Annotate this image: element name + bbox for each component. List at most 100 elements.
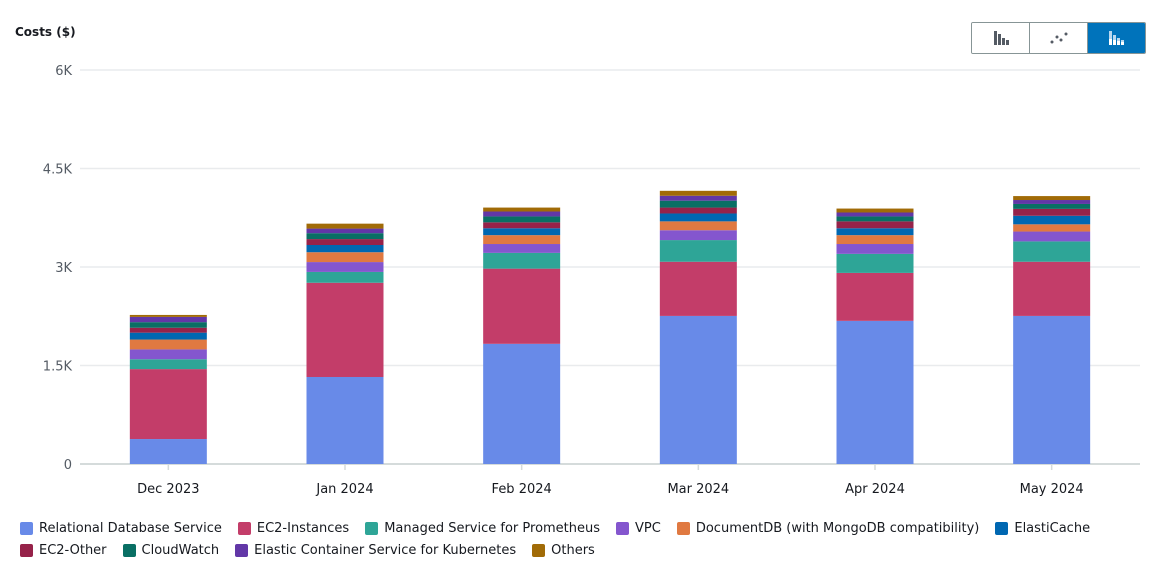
bar-segment [129, 339, 207, 350]
bar-segment [1013, 224, 1091, 232]
y-tick-label: 4.5K [43, 163, 73, 178]
bar-segment [129, 322, 207, 328]
legend-label: Relational Database Service [39, 520, 222, 536]
bar-segment [659, 240, 737, 262]
bar-segment [306, 239, 384, 246]
line-chart-icon [1050, 32, 1067, 44]
legend-label: ElastiCache [1014, 520, 1091, 536]
stacked-bar-chart-icon [1108, 31, 1124, 45]
legend-swatch [365, 521, 379, 535]
bar-segment [836, 235, 914, 245]
legend-label: VPC [635, 520, 661, 536]
bar-segment [129, 369, 207, 440]
bar-segment [483, 235, 561, 245]
bar-segment [306, 252, 384, 263]
legend-row: Relational Database Service EC2-Instances… [20, 517, 1140, 539]
legend-label: Elastic Container Service for Kubernetes [254, 542, 517, 558]
legend-label: EC2-Other [39, 542, 107, 558]
legend-swatch [676, 521, 690, 535]
legend-item[interactable]: Others [532, 543, 595, 558]
bar-segment [483, 268, 561, 344]
legend-row: EC2-Other CloudWatch Elastic Container Ser… [20, 539, 1140, 561]
stacked-bar-chart-button[interactable] [1088, 23, 1145, 53]
x-tick-label: Apr 2024 [845, 482, 905, 497]
legend-item[interactable]: DocumentDB (with MongoDB compatibility) [676, 520, 980, 536]
bar-segment [129, 349, 207, 360]
bar-segment [483, 343, 561, 464]
line-chart-button[interactable] [1030, 23, 1088, 53]
x-tick-label: Jan 2024 [315, 482, 373, 497]
bar-segment [1013, 208, 1091, 216]
bar-segment [836, 253, 914, 273]
bar-segment [306, 271, 384, 283]
bar-segment [836, 216, 914, 222]
bar-segment [306, 245, 384, 253]
legend-label: EC2-Instances [256, 520, 350, 536]
legend-swatch [237, 521, 251, 535]
y-tick-label: 6K [55, 64, 72, 79]
bar-segment [836, 228, 914, 236]
bar-segment [659, 190, 737, 196]
chart-type-toggle [971, 22, 1146, 54]
bar-segment [659, 221, 737, 231]
bar-segment [306, 223, 384, 229]
bar-segment [129, 359, 207, 370]
bar-segment [1013, 261, 1091, 316]
legend-swatch [235, 543, 249, 557]
bar-segment [483, 211, 561, 217]
bar-segment [483, 222, 561, 229]
legend-item[interactable]: Managed Service for Prometheus [365, 521, 600, 536]
legend-item[interactable]: VPC [616, 521, 661, 536]
bar-chart-icon [993, 31, 1009, 45]
y-axis-title: Costs ($) [15, 25, 76, 39]
bar-segment [659, 261, 737, 316]
bar-segment [306, 376, 384, 464]
legend-swatch [122, 543, 136, 557]
bar-segment [1013, 203, 1091, 209]
legend-item[interactable]: ElastiCache [995, 521, 1090, 536]
bar-segment [836, 320, 914, 464]
bar-segment [1013, 231, 1091, 242]
bar-segment [659, 207, 737, 214]
bar-segment [483, 216, 561, 223]
legend-swatch [20, 521, 33, 535]
legend-item[interactable]: Relational Database Service [20, 521, 222, 536]
legend-label: DocumentDB (with MongoDB compatibility) [695, 520, 980, 536]
legend-item[interactable]: CloudWatch [122, 542, 220, 558]
bar-segment [129, 316, 207, 323]
legend-item[interactable]: Elastic Container Service for Kubernetes [235, 543, 516, 558]
legend-item[interactable]: EC2-Other [20, 543, 107, 558]
bar-segment [659, 213, 737, 222]
legend-label: CloudWatch [141, 542, 220, 558]
bar-segment [659, 200, 737, 208]
bar-segment [306, 228, 384, 234]
bar-segment [483, 252, 561, 269]
legend-label: Others [551, 542, 595, 558]
bar-segment [129, 332, 207, 340]
bar-chart-button[interactable] [972, 23, 1030, 53]
stacked-bar-chart: 0 1.5K 3K 4.5K 6K Dec 2023 Jan 2024 Feb 2024 Mar… [43, 64, 1140, 497]
legend-item[interactable]: EC2-Instances [237, 520, 350, 536]
bar-segment [1013, 200, 1091, 204]
bar-segment [836, 212, 914, 217]
x-tick-label: May 2024 [1020, 482, 1084, 497]
x-tick-label: Feb 2024 [492, 482, 552, 497]
legend-swatch [616, 521, 630, 535]
bar-segment [306, 282, 384, 377]
bar-segment [483, 244, 561, 253]
bar-segment [483, 207, 561, 212]
y-tick-label: 1.5K [43, 360, 73, 375]
bar-segment [129, 327, 207, 333]
bar-segment [129, 314, 207, 317]
bar-segment [836, 221, 914, 229]
bar-segment [129, 439, 207, 464]
bar-segment [1013, 241, 1091, 262]
bar-segment [659, 195, 737, 201]
bar-segment [659, 230, 737, 241]
legend: Relational Database Service EC2-Instances… [20, 517, 1140, 561]
legend-swatch [995, 521, 1009, 535]
x-tick-label: Mar 2024 [667, 482, 729, 497]
bar-segment [483, 228, 561, 236]
bar-segment [306, 262, 384, 272]
bar-segment [1013, 215, 1091, 225]
